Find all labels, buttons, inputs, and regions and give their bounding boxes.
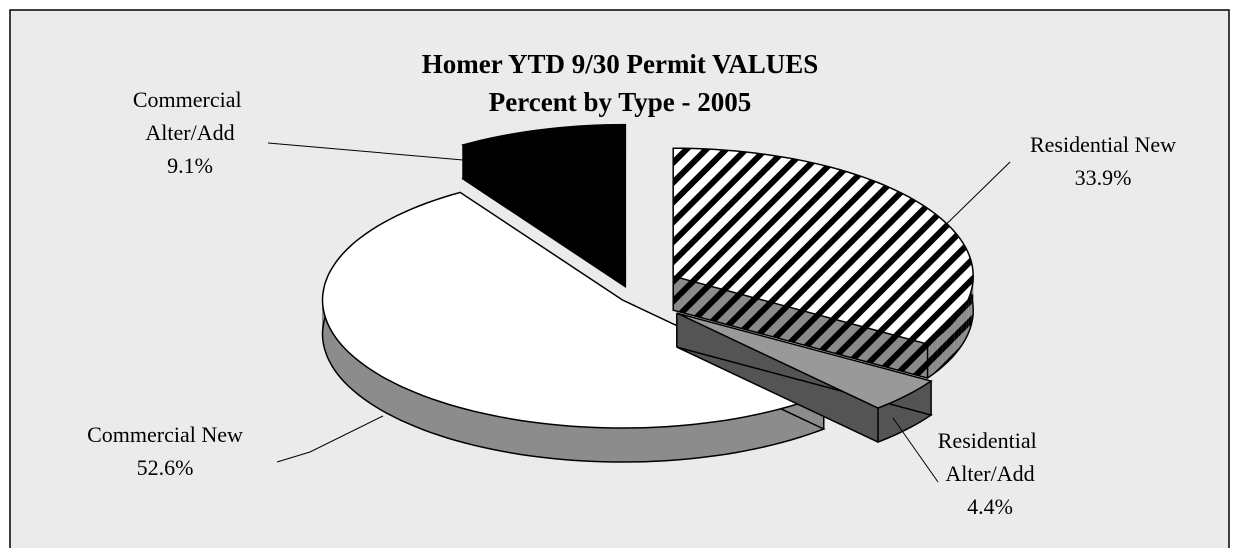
slice-side: [388, 380, 395, 417]
slice-side: [483, 413, 492, 449]
slice-side: [886, 402, 893, 439]
slice-side: [933, 337, 938, 375]
slice-side: [345, 349, 349, 387]
slice-value-label: 33.9%: [1075, 165, 1132, 190]
slice-value-label: 4.4%: [967, 494, 1013, 519]
slice-side: [493, 415, 503, 451]
slice-side: [582, 427, 592, 462]
slice-side: [335, 336, 338, 374]
slice-side: [947, 325, 951, 363]
slice-label: Commercial New: [87, 422, 243, 447]
slice-side: [522, 421, 532, 456]
slice-side: [364, 365, 370, 403]
slice-side: [696, 423, 706, 458]
chart-subtitle: Percent by Type - 2005: [489, 87, 751, 117]
slice-side: [726, 419, 736, 455]
slice-side: [634, 428, 645, 462]
slice-side: [439, 401, 447, 438]
slice-side: [955, 316, 958, 354]
slice-side: [531, 422, 541, 457]
slice-side: [791, 403, 800, 440]
slice-side: [394, 383, 401, 420]
slice-side: [736, 417, 746, 453]
slice-side: [773, 408, 782, 444]
slice-side: [332, 332, 335, 370]
slice-side: [562, 425, 572, 460]
slice-value-label: 52.6%: [137, 455, 194, 480]
slice-side: [755, 413, 764, 449]
slice-side: [401, 386, 408, 423]
slice-side: [572, 426, 582, 461]
slice-side: [676, 425, 686, 460]
slice-side: [706, 422, 716, 457]
slice-side: [350, 353, 355, 391]
slice-side: [920, 385, 926, 423]
slice-side: [666, 426, 676, 461]
slice-side: [603, 428, 614, 462]
slice-side: [645, 427, 655, 461]
slice-side: [893, 399, 900, 436]
slice-side: [552, 424, 562, 459]
slice-side: [512, 419, 522, 455]
slice-side: [655, 427, 665, 462]
slice-value-label: 9.1%: [167, 153, 213, 178]
slice-side: [964, 304, 966, 342]
slice-side: [943, 329, 947, 367]
slice-side: [408, 390, 415, 427]
slice-side: [502, 417, 512, 453]
slice-side: [928, 340, 933, 378]
chart-title: Homer YTD 9/30 Permit VALUES: [422, 49, 818, 79]
slice-label: Residential New: [1030, 132, 1176, 157]
slice-side: [686, 424, 696, 459]
slice-side: [624, 428, 634, 462]
slice-side: [745, 415, 755, 451]
slice-side: [938, 333, 943, 371]
slice-side: [951, 321, 955, 359]
slice-side: [541, 423, 551, 458]
slice-side: [375, 372, 381, 410]
slice-side: [593, 427, 603, 461]
slice-side: [423, 396, 431, 433]
slice-side: [474, 411, 483, 447]
slice-side: [338, 341, 342, 379]
slice-side: [966, 299, 968, 337]
slice-side: [913, 388, 919, 426]
slice-side: [448, 404, 457, 441]
slice-side: [416, 393, 424, 430]
slice-side: [958, 312, 961, 350]
slice-side: [900, 395, 907, 432]
slice-side: [342, 345, 346, 383]
slice-side: [716, 420, 726, 455]
slice-side: [369, 369, 375, 407]
slice-side: [961, 308, 964, 346]
slice-side: [359, 361, 364, 399]
slice-side: [354, 357, 359, 395]
slice-side: [456, 407, 465, 443]
slice-side: [764, 411, 773, 447]
slice-side: [878, 405, 886, 442]
slice-side: [381, 376, 387, 414]
slice-side: [614, 428, 624, 462]
slice-side: [465, 409, 474, 445]
slice-side: [431, 399, 439, 436]
